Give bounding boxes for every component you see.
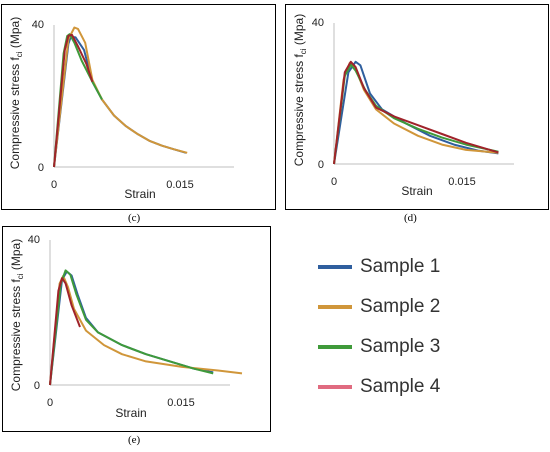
caption-e: (e) xyxy=(128,434,141,446)
y-axis-label: Compressive stress fci (Mpa) xyxy=(8,17,24,169)
chart-c: 0 0.015 0 40 Strain Compressive stress fci (M… xyxy=(8,17,234,201)
x-tick-label: 0 xyxy=(331,176,337,188)
series-line-sample-2 xyxy=(53,26,188,168)
legend-label-sample-1: Sample 1 xyxy=(360,256,441,277)
legend: Sample 1 Sample 2 Sample 3 Sample 4 xyxy=(318,250,518,420)
legend-item-sample-3: Sample 3 xyxy=(318,332,440,362)
x-axis-label: Strain xyxy=(401,184,432,198)
series-line-sample-4 xyxy=(333,60,499,165)
series-line-sample-2 xyxy=(49,274,243,386)
legend-swatch-sample-3 xyxy=(318,345,352,349)
y-tick-label: 40 xyxy=(28,234,40,246)
y-tick-label: 0 xyxy=(38,162,44,174)
y-axis-label: Compressive stress fci (Mpa) xyxy=(9,239,25,391)
legend-item-sample-2: Sample 2 xyxy=(318,292,440,322)
x-axis-label: Strain xyxy=(115,406,146,420)
series-line-sample-3 xyxy=(49,269,214,386)
caption-d: (d) xyxy=(404,212,417,224)
x-tick-label: 0.015 xyxy=(166,179,194,191)
x-axis-label: Strain xyxy=(124,187,155,201)
x-tick-label: 0.015 xyxy=(167,397,195,409)
legend-item-sample-4: Sample 4 xyxy=(318,372,440,402)
y-tick-label: 0 xyxy=(34,380,40,392)
series-line-sample-4 xyxy=(53,33,94,168)
legend-swatch-sample-2 xyxy=(318,305,352,309)
y-axis-label: Compressive stress fci (Mpa) xyxy=(292,14,308,166)
y-tick-label: 40 xyxy=(312,17,324,29)
x-tick-label: 0 xyxy=(47,397,53,409)
series-line-sample-4 xyxy=(49,277,81,386)
chart-panel-e: 0 0.015 0 40 Strain Compressive stress fci (M… xyxy=(2,226,271,432)
legend-swatch-sample-1 xyxy=(318,265,352,269)
caption-c: (c) xyxy=(128,212,141,224)
legend-label-sample-4: Sample 4 xyxy=(360,376,441,397)
chart-e: 0 0.015 0 40 Strain Compressive stress fci (M… xyxy=(9,234,243,420)
chart-d: 0 0.015 0 40 Strain Compressive stress fci (M… xyxy=(292,14,514,198)
y-tick-label: 40 xyxy=(32,19,44,31)
chart-panel-c: 0 0.015 0 40 Strain Compressive stress fci (M… xyxy=(1,4,276,210)
y-tick-label: 0 xyxy=(318,159,324,171)
legend-swatch-sample-4 xyxy=(318,385,352,389)
legend-item-sample-1: Sample 1 xyxy=(318,252,440,282)
x-tick-label: 0.015 xyxy=(448,176,476,188)
chart-panel-d: 0 0.015 0 40 Strain Compressive stress fci (M… xyxy=(285,4,549,210)
legend-label-sample-3: Sample 3 xyxy=(360,336,441,357)
legend-label-sample-2: Sample 2 xyxy=(360,296,441,317)
x-tick-label: 0 xyxy=(51,179,57,191)
